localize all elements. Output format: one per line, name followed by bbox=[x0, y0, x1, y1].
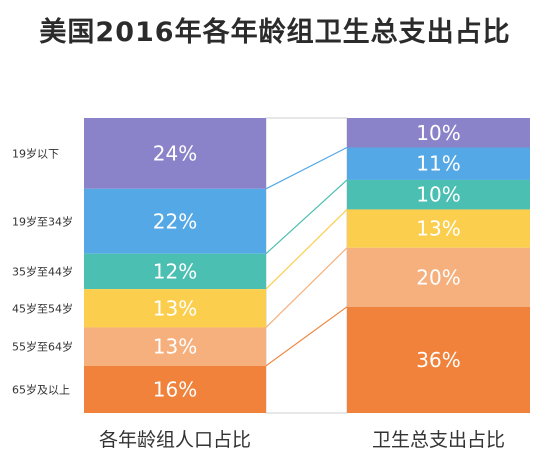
left-data-label: 16% bbox=[153, 377, 197, 401]
left-data-label: 22% bbox=[153, 209, 197, 233]
left-data-label: 12% bbox=[153, 259, 197, 283]
left-data-label: 13% bbox=[153, 296, 197, 320]
right-data-label: 20% bbox=[416, 265, 460, 289]
category-label: 65岁及以上 bbox=[12, 382, 70, 396]
right-data-label: 13% bbox=[416, 217, 460, 241]
connector-line bbox=[265, 247, 348, 328]
right-data-label: 36% bbox=[416, 348, 460, 372]
x-axis-label: 卫生总支出占比 bbox=[372, 429, 505, 451]
left-bar-segment bbox=[84, 327, 266, 366]
connector-line bbox=[265, 209, 348, 290]
right-data-label: 10% bbox=[416, 183, 460, 207]
chart-title: 美国2016年各年龄组卫生总支出占比 bbox=[39, 17, 511, 48]
left-bar-segment bbox=[84, 188, 266, 254]
right-data-label: 11% bbox=[416, 152, 460, 176]
left-bar-segment bbox=[84, 289, 266, 328]
right-bar-segment bbox=[347, 247, 530, 307]
connector-line bbox=[265, 179, 348, 255]
category-label: 35岁至44岁 bbox=[12, 264, 73, 278]
connector-band bbox=[265, 117, 348, 414]
right-data-label: 10% bbox=[416, 121, 460, 145]
left-bar-segment bbox=[84, 118, 266, 189]
connector-line bbox=[265, 306, 348, 367]
category-label: 19岁至34岁 bbox=[12, 214, 73, 228]
left-bar-segment bbox=[84, 365, 266, 413]
category-label: 55岁至64岁 bbox=[12, 340, 73, 354]
left-data-label: 24% bbox=[153, 141, 197, 165]
connector-line bbox=[265, 146, 348, 190]
x-axis-label: 各年龄组人口占比 bbox=[99, 429, 251, 451]
right-bar-segment bbox=[347, 118, 530, 148]
right-bar-segment bbox=[347, 209, 530, 248]
left-data-label: 13% bbox=[153, 335, 197, 359]
right-bar-segment bbox=[347, 306, 530, 413]
right-bar-segment bbox=[347, 179, 530, 210]
right-bar-segment bbox=[347, 147, 530, 180]
left-bar-segment bbox=[84, 253, 266, 290]
category-label: 19岁以下 bbox=[12, 146, 59, 160]
category-label: 45岁至54岁 bbox=[12, 301, 73, 315]
